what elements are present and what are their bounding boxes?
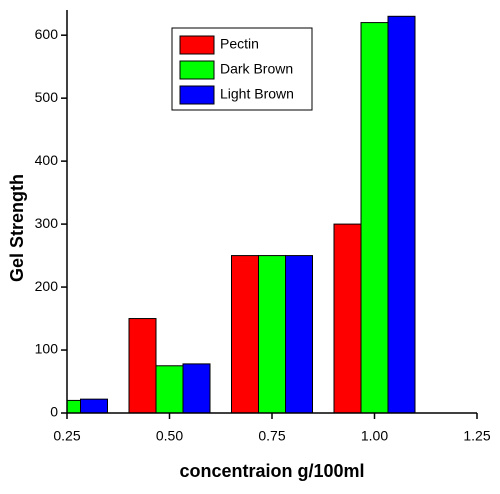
x-axis-title: concentraion g/100ml (179, 461, 364, 481)
legend-label: Pectin (220, 36, 259, 52)
y-axis-title: Gel Strength (7, 174, 27, 282)
bar (258, 255, 286, 413)
legend-swatch (179, 85, 215, 105)
legend-label: Light Brown (220, 86, 294, 102)
bar (360, 22, 389, 413)
y-tick-label: 600 (35, 26, 59, 42)
legend-swatch (179, 60, 215, 80)
x-tick-label: 1.00 (361, 428, 388, 444)
y-tick-label: 200 (35, 278, 59, 294)
y-tick-label: 500 (35, 89, 59, 105)
legend-label: Dark Brown (220, 61, 293, 77)
plot-area (67, 15, 416, 413)
x-tick-label: 1.25 (463, 428, 490, 444)
bar (285, 255, 313, 413)
bar (182, 363, 211, 413)
bar (128, 318, 157, 413)
bar (155, 365, 184, 413)
y-tick-label: 100 (35, 341, 59, 357)
bar (387, 15, 416, 413)
bar (231, 255, 259, 413)
y-tick-label: 300 (35, 215, 59, 231)
x-tick-label: 0.50 (156, 428, 183, 444)
y-tick-label: 0 (50, 404, 58, 420)
bar (333, 223, 362, 413)
x-tick-label: 0.75 (258, 428, 285, 444)
bar (80, 398, 108, 413)
y-tick-label: 400 (35, 152, 59, 168)
legend-swatch (179, 35, 215, 55)
x-tick-label: 0.25 (53, 428, 80, 444)
